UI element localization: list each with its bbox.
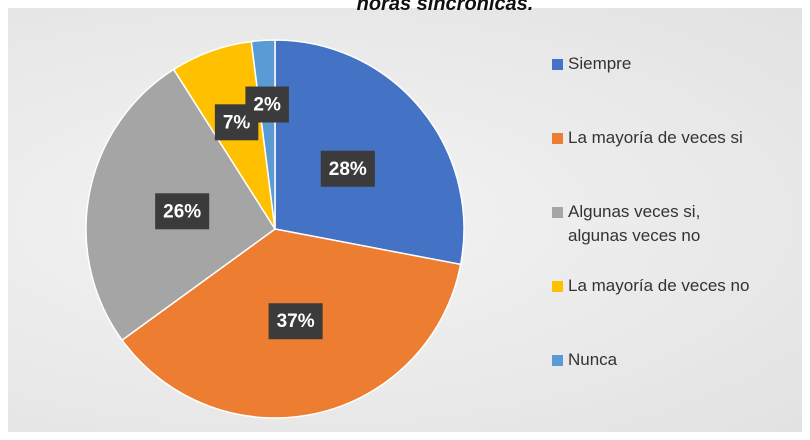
legend-label: La mayoría de veces no	[568, 276, 750, 295]
legend-label: Nunca	[568, 350, 618, 369]
legend-swatch	[552, 133, 563, 144]
legend-item: Nunca	[552, 348, 617, 372]
legend-swatch	[552, 59, 563, 70]
data-label-box	[245, 86, 289, 123]
data-label: 28%	[320, 150, 375, 187]
data-label-text: 26%	[163, 201, 201, 222]
data-label: 26%	[155, 193, 210, 230]
legend-item: La mayoría de veces si	[552, 126, 743, 150]
data-label-text: 7%	[223, 112, 251, 133]
chart-title: horas sincrónicas.	[357, 0, 534, 15]
data-label: 37%	[268, 303, 323, 340]
legend-label: La mayoría de veces si	[568, 128, 743, 147]
legend-label: Siempre	[568, 54, 632, 73]
legend-label: Algunas veces si, algunas veces no	[568, 202, 701, 245]
legend-swatch	[552, 355, 563, 366]
data-label: 2%	[245, 86, 289, 123]
legend-swatch	[552, 207, 563, 218]
data-label-box	[320, 150, 375, 187]
data-label-text: 2%	[253, 95, 281, 116]
data-label-box	[155, 193, 210, 230]
data-label-text: 28%	[329, 159, 367, 180]
legend-item: Siempre	[552, 52, 631, 76]
legend-item: La mayoría de veces no	[552, 274, 749, 298]
data-label-text: 37%	[277, 311, 315, 332]
legend-item: Algunas veces si, algunas veces no	[552, 200, 743, 248]
legend-swatch	[552, 281, 563, 292]
data-label-box	[268, 303, 323, 340]
